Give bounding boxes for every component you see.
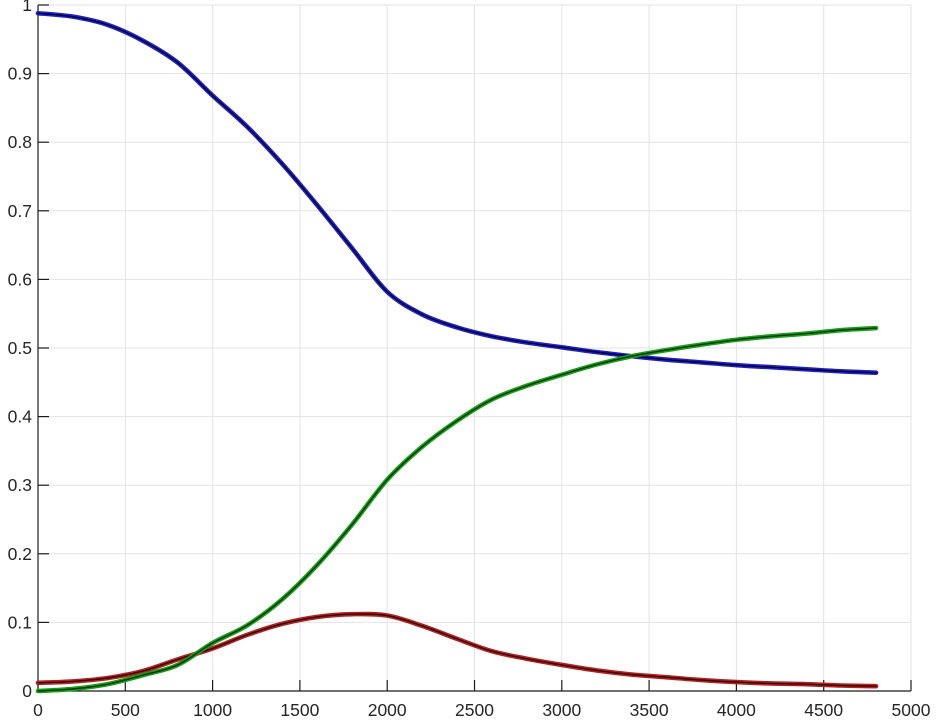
- y-tick-label: 0.3: [8, 475, 32, 495]
- red-curve-core: [37, 613, 877, 687]
- blue-curve-core: [37, 12, 877, 374]
- x-tick-label: 5000: [892, 700, 931, 720]
- x-tick-label: 2500: [455, 700, 494, 720]
- y-tick-label: 0.8: [8, 132, 32, 152]
- y-tick-label: 0.5: [8, 338, 32, 358]
- x-tick-label: 4000: [717, 700, 756, 720]
- y-tick-label: 0.6: [8, 269, 32, 289]
- green-curve-core: [37, 327, 877, 692]
- x-tick-label: 3500: [630, 700, 669, 720]
- y-tick-label: 0: [22, 681, 32, 701]
- y-tick-label: 0.1: [8, 612, 32, 632]
- y-tick-label: 0.2: [8, 544, 32, 564]
- tick-labels: 0 500 1000 1500 2000 2500 3000 3500 4000 4500 5000…: [8, 0, 931, 720]
- x-tick-label: 0: [33, 700, 43, 720]
- gridlines: [37, 4, 912, 692]
- x-tick-label: 1000: [193, 700, 232, 720]
- x-tick-label: 1500: [280, 700, 319, 720]
- y-tick-label: 1: [22, 0, 32, 15]
- y-tick-label: 0.4: [8, 407, 33, 427]
- x-tick-label: 4500: [804, 700, 843, 720]
- x-tick-label: 3000: [542, 700, 581, 720]
- curves: [35, 10, 879, 694]
- y-tick-label: 0.7: [8, 201, 32, 221]
- blue-curve: [35, 10, 879, 375]
- axes: [37, 4, 912, 692]
- x-tick-label: 2000: [368, 700, 407, 720]
- y-tick-label: 0.9: [8, 64, 32, 84]
- x-tick-label: 500: [111, 700, 140, 720]
- red-curve: [35, 611, 879, 689]
